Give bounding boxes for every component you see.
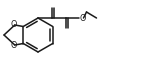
Text: O: O xyxy=(10,20,17,29)
Text: O: O xyxy=(10,41,17,50)
Text: O: O xyxy=(80,14,86,22)
